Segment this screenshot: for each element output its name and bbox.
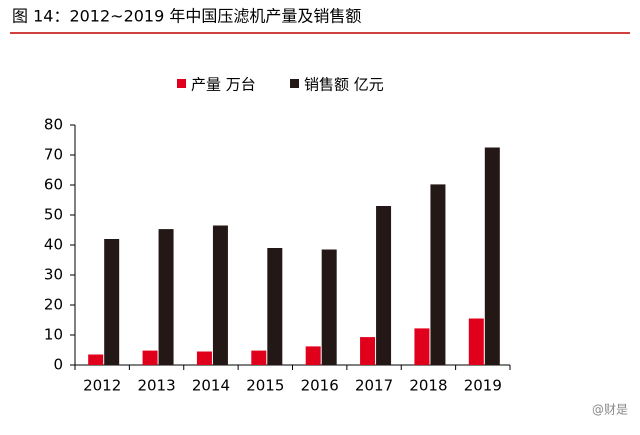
bar xyxy=(158,229,174,365)
y-tick-label: 50 xyxy=(44,206,63,224)
bar xyxy=(267,248,283,365)
x-tick-label: 2017 xyxy=(355,377,393,395)
bar xyxy=(196,351,212,365)
legend-swatch xyxy=(177,79,186,88)
bar xyxy=(430,184,446,365)
bar xyxy=(376,206,392,365)
legend-label: 产量 万台 xyxy=(191,76,256,94)
bar xyxy=(104,239,120,365)
bar xyxy=(212,225,228,365)
y-tick-label: 70 xyxy=(44,146,63,164)
x-tick-label: 2015 xyxy=(246,377,284,395)
bar xyxy=(360,337,376,365)
y-tick-label: 40 xyxy=(44,236,63,254)
bar xyxy=(321,249,337,365)
x-tick-label: 2019 xyxy=(464,377,502,395)
y-tick-label: 60 xyxy=(44,176,63,194)
y-tick-label: 30 xyxy=(44,266,63,284)
bar xyxy=(414,328,430,365)
bar xyxy=(142,350,158,365)
y-tick-label: 10 xyxy=(44,326,63,344)
y-tick-label: 0 xyxy=(53,356,63,374)
legend-swatch xyxy=(290,79,299,88)
bar xyxy=(251,350,267,365)
x-tick-label: 2012 xyxy=(83,377,121,395)
bar xyxy=(305,346,321,365)
bar xyxy=(88,354,104,365)
watermark: @财是 xyxy=(592,403,628,417)
bar xyxy=(468,318,484,365)
x-tick-label: 2016 xyxy=(301,377,339,395)
x-tick-label: 2014 xyxy=(192,377,230,395)
x-tick-label: 2018 xyxy=(409,377,447,395)
legend-label: 销售额 亿元 xyxy=(304,76,384,94)
y-tick-label: 20 xyxy=(44,296,63,314)
chart-title: 图 14：2012~2019 年中国压滤机产量及销售额 xyxy=(12,7,361,26)
bar xyxy=(484,147,500,365)
y-tick-label: 80 xyxy=(44,116,63,134)
x-tick-label: 2013 xyxy=(137,377,175,395)
